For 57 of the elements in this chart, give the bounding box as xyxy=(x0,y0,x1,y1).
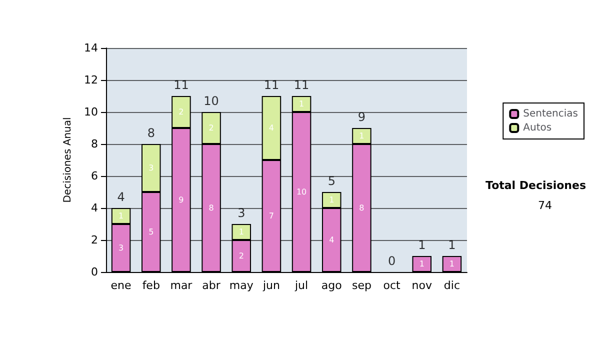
x-tick-label: mar xyxy=(170,279,193,292)
y-tick-label: 8 xyxy=(91,138,98,150)
total-label: 1 xyxy=(418,238,426,252)
text: Total Decisiones xyxy=(486,179,586,192)
total-label: 11 xyxy=(264,78,280,92)
y-tick-label: 2 xyxy=(91,234,98,246)
data-label: 4 xyxy=(268,124,274,132)
data-label: 1 xyxy=(419,260,424,268)
data-label: 1 xyxy=(329,196,334,204)
data-label: 8 xyxy=(359,204,364,212)
x-tick-label: dic xyxy=(444,279,460,292)
y-tick-label: 14 xyxy=(84,42,98,54)
legend-label: Sentencias xyxy=(523,108,578,120)
text: 74 xyxy=(538,199,552,212)
data-label: 7 xyxy=(268,212,274,220)
x-tick-label: sep xyxy=(352,279,372,292)
data-label: 1 xyxy=(449,260,455,268)
total-label: 0 xyxy=(388,254,396,268)
data-label: 1 xyxy=(298,100,304,108)
y-tick-label: 4 xyxy=(91,202,98,214)
data-label: 1 xyxy=(359,132,364,140)
data-label: 3 xyxy=(148,164,154,172)
total-label: 3 xyxy=(238,206,246,220)
x-tick-label: feb xyxy=(142,279,160,292)
x-tick-label: oct xyxy=(383,279,402,292)
x-tick-label: ene xyxy=(110,279,132,292)
data-label: 2 xyxy=(238,252,244,260)
y-tick-label: 10 xyxy=(84,106,98,118)
x-tick-label: nov xyxy=(412,279,432,292)
x-tick-label: jun xyxy=(262,279,280,292)
total-label: 5 xyxy=(328,174,336,188)
total-label: 1 xyxy=(448,238,456,252)
legend-label: Autos xyxy=(523,122,552,134)
x-tick-label: jul xyxy=(294,279,308,292)
y-tick-label: 0 xyxy=(91,266,98,278)
data-label: 1 xyxy=(118,212,124,220)
data-label: 1 xyxy=(238,228,244,236)
y-tick-label: 12 xyxy=(84,74,98,86)
data-label: 10 xyxy=(296,188,307,196)
total-label: 8 xyxy=(147,126,155,140)
total-label: 11 xyxy=(294,78,310,92)
data-label: 9 xyxy=(178,196,184,204)
data-label: 3 xyxy=(118,244,124,252)
x-tick-label: ago xyxy=(321,279,342,292)
data-label: 2 xyxy=(178,108,184,116)
data-label: 4 xyxy=(329,236,334,244)
total-label: 11 xyxy=(174,78,189,92)
data-label: 2 xyxy=(208,124,214,132)
y-axis-title: Decisiones Anual xyxy=(62,117,74,203)
total-label: 10 xyxy=(204,94,219,108)
y-tick-label: 6 xyxy=(91,170,98,182)
data-label: 5 xyxy=(148,228,154,236)
x-tick-label: abr xyxy=(202,279,221,292)
total-label: 9 xyxy=(358,110,366,124)
x-tick-label: may xyxy=(229,279,254,292)
total-label: 4 xyxy=(117,190,125,204)
data-label: 8 xyxy=(208,204,214,212)
